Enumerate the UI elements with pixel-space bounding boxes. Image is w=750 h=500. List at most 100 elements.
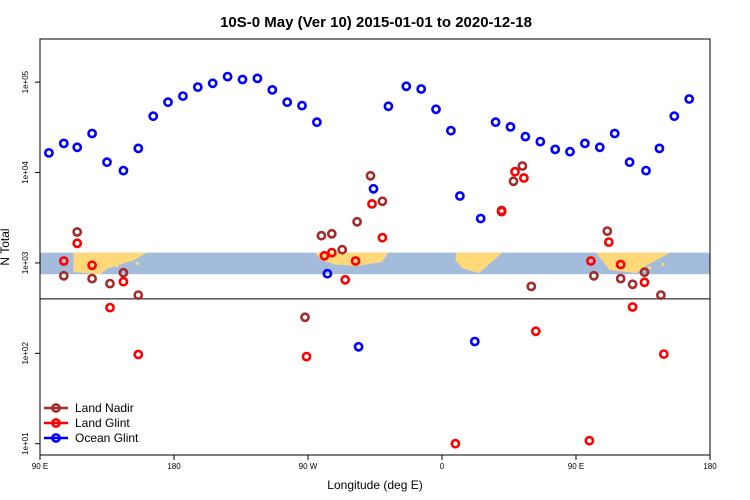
y-tick-label: 1e+01	[21, 432, 30, 455]
data-point	[105, 302, 115, 313]
data-point	[609, 128, 620, 139]
series-ocean-glint	[44, 71, 695, 352]
data-point	[58, 270, 69, 281]
data-point	[508, 176, 519, 187]
data-point	[72, 227, 83, 237]
data-point	[326, 228, 337, 239]
land-mass	[455, 252, 503, 274]
data-point	[475, 213, 486, 224]
x-axis: 90 E 180 90 W 0 90 E 180	[32, 455, 717, 471]
data-point	[148, 111, 159, 122]
data-point	[353, 341, 364, 352]
data-point	[163, 97, 173, 108]
data-point	[496, 206, 507, 217]
data-point	[118, 165, 129, 176]
data-point	[222, 71, 233, 82]
data-point	[368, 183, 379, 194]
data-point	[87, 128, 97, 139]
data-point	[535, 136, 546, 147]
data-point	[367, 198, 377, 209]
data-point	[615, 259, 626, 270]
data-point	[550, 144, 561, 155]
y-tick-label: 1e+02	[21, 342, 30, 365]
data-point	[267, 85, 278, 95]
data-point	[207, 78, 218, 89]
y-tick-label: 1e+04	[21, 161, 30, 184]
data-point	[669, 111, 680, 122]
data-point	[520, 131, 531, 142]
legend-marker	[51, 418, 61, 428]
data-point	[416, 84, 427, 94]
data-point	[656, 290, 666, 300]
data-point	[297, 100, 307, 111]
data-point	[580, 138, 590, 149]
land-mass	[596, 252, 670, 274]
x-tick-label: 90 W	[299, 462, 318, 471]
data-point	[639, 267, 650, 278]
data-point	[450, 438, 461, 449]
data-point	[337, 244, 348, 255]
data-point	[445, 125, 456, 136]
island	[115, 264, 119, 268]
data-point	[102, 157, 112, 168]
data-point	[469, 336, 480, 347]
data-point	[340, 274, 351, 285]
data-point	[639, 277, 650, 288]
data-point	[133, 290, 144, 300]
x-tick-label: 90 E	[32, 462, 48, 471]
legend-label: Land Nadir	[75, 401, 134, 415]
data-point	[44, 147, 54, 158]
data-point	[526, 281, 537, 292]
data-point	[58, 138, 69, 149]
chart-title: 10S-0 May (Ver 10) 2015-01-01 to 2020-12…	[220, 14, 532, 31]
data-point	[641, 165, 651, 176]
series-land-nadir	[58, 161, 666, 323]
data-point	[311, 117, 322, 128]
y-tick-label: 1e+03	[21, 251, 30, 274]
data-point	[300, 312, 310, 323]
x-tick-label: 0	[440, 462, 445, 471]
data-point	[654, 143, 665, 154]
data-point	[602, 226, 613, 236]
legend-label: Ocean Glint	[75, 431, 139, 445]
data-point	[237, 74, 248, 85]
data-point	[192, 82, 203, 92]
data-point	[350, 256, 361, 266]
island	[638, 260, 642, 264]
island	[125, 256, 129, 260]
series-land-glint	[58, 166, 669, 449]
data-point	[177, 91, 188, 101]
data-point	[326, 247, 337, 258]
data-point	[603, 237, 614, 247]
data-point	[377, 196, 388, 207]
legend-marker	[51, 403, 61, 413]
data-point	[72, 142, 83, 153]
y-tick-label: 1e+05	[21, 70, 30, 93]
data-point	[589, 270, 599, 281]
data-point	[365, 170, 376, 181]
island	[648, 266, 652, 270]
data-point	[105, 278, 115, 289]
data-point	[87, 273, 97, 284]
data-point	[118, 276, 129, 287]
data-point	[658, 349, 669, 359]
data-point	[319, 250, 330, 261]
map-ocean	[40, 252, 710, 275]
plot-frame	[39, 38, 711, 456]
data-point	[322, 268, 333, 279]
legend-label: Land Glint	[75, 416, 130, 430]
data-point	[316, 230, 327, 241]
data-point	[133, 143, 144, 154]
data-point	[118, 267, 129, 278]
data-point	[87, 260, 97, 271]
data-point	[133, 349, 144, 360]
data-point	[377, 232, 388, 243]
data-point	[401, 81, 412, 92]
x-tick-label: 180	[703, 462, 717, 471]
y-axis-label: N Total	[0, 228, 12, 265]
data-point	[505, 122, 516, 132]
island	[624, 257, 628, 261]
island	[98, 259, 102, 263]
